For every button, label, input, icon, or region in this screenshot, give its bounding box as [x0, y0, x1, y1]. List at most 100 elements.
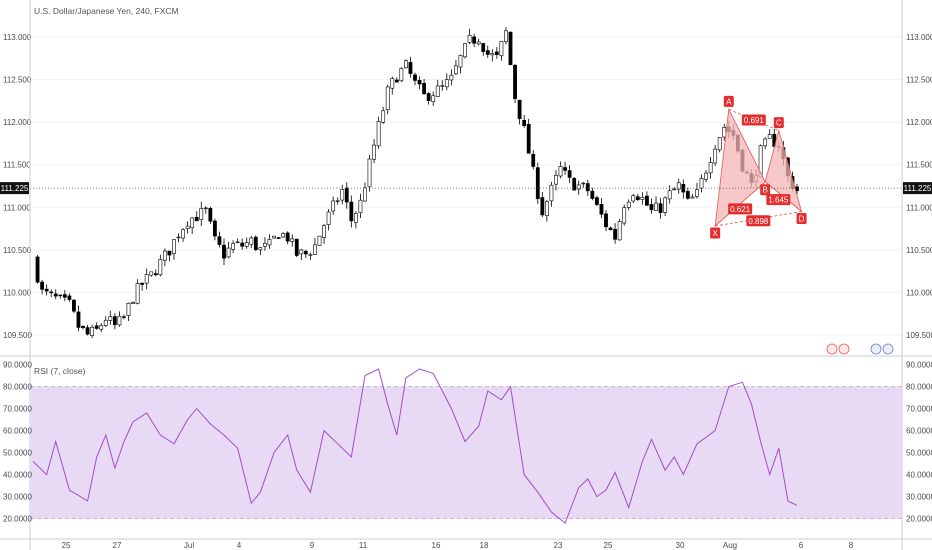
pattern-leg-line	[714, 181, 766, 227]
price-tick-label: 113.000	[906, 33, 932, 42]
candle-body	[549, 184, 554, 202]
candle-body	[613, 228, 617, 240]
price-axis-right: 113.000 112.500 112.000 111.500 111.000 110.5…	[901, 0, 932, 550]
rsi-band	[30, 386, 902, 519]
candle-body	[595, 197, 599, 205]
candle-body	[608, 227, 613, 231]
rsi-tick-label: 40.0000	[3, 471, 32, 480]
candle-body	[49, 291, 54, 294]
candle-body	[631, 195, 636, 202]
candle-body	[417, 79, 422, 85]
candle-body	[162, 250, 167, 261]
candle-body	[62, 294, 67, 298]
candle-body	[708, 162, 713, 174]
candle-body	[685, 191, 690, 199]
candle-body	[404, 60, 408, 69]
candle-body	[640, 197, 645, 200]
candle-body	[672, 188, 677, 191]
candle-body	[313, 244, 317, 255]
rsi-tick-label: 30.0000	[906, 493, 932, 502]
candle-body	[645, 195, 649, 206]
candle-body	[567, 170, 572, 178]
candle-body	[222, 244, 226, 259]
candle-body	[331, 200, 336, 212]
candle-body	[508, 31, 513, 66]
candle-body	[203, 207, 208, 210]
candle-body	[194, 217, 199, 222]
time-tick-label: 6	[799, 541, 804, 550]
candle-body	[272, 235, 276, 239]
candle-body	[253, 236, 258, 250]
price-tag-value: 111.225	[1, 184, 29, 193]
candle-body	[544, 201, 549, 216]
rsi-tick-label: 70.0000	[906, 405, 932, 414]
candle-body	[563, 167, 567, 171]
pattern-ratio-label: 0.621	[730, 205, 751, 214]
candle-body	[704, 172, 708, 180]
candle-body	[303, 250, 308, 255]
price-tag-bg	[903, 182, 932, 195]
candles	[35, 27, 799, 339]
time-axis[interactable]: 25 27 Jul 4 9 11 16 18 23 25 30 Aug 6 8	[0, 538, 932, 550]
candle-body	[385, 86, 390, 111]
pattern-point-badge	[760, 184, 771, 196]
candle-body	[217, 236, 222, 245]
candle-body	[522, 119, 527, 126]
time-tick-label: 11	[359, 541, 368, 550]
candle-body	[699, 178, 704, 189]
price-tick-label: 111.500	[3, 161, 31, 170]
candle-body	[258, 247, 263, 251]
event-flag-icon[interactable]	[838, 343, 850, 355]
price-tick-label: 112.000	[906, 118, 932, 127]
rsi-tick-label: 30.0000	[3, 493, 32, 502]
time-tick-label: 23	[554, 541, 563, 550]
rsi-tick-label: 20.0000	[906, 515, 932, 524]
candle-body	[581, 182, 586, 185]
candle-body	[167, 250, 172, 256]
candle-body	[635, 196, 640, 200]
pattern-ratio-badge	[728, 203, 753, 215]
candle-body	[449, 74, 454, 81]
event-flag-icon[interactable]	[882, 343, 894, 355]
price-tick-label: 113.000	[3, 33, 32, 42]
candle-body	[676, 182, 681, 190]
candle-body	[572, 178, 577, 191]
candle-body	[667, 190, 672, 200]
rsi-line	[32, 368, 798, 524]
candle-body	[103, 319, 108, 326]
event-icons[interactable]	[826, 343, 894, 355]
candle-body	[285, 232, 290, 242]
candle-body	[399, 68, 404, 82]
price-tick-label: 112.500	[906, 76, 932, 85]
candle-body	[326, 211, 331, 225]
event-flag-icon[interactable]	[870, 343, 882, 355]
candle-body	[153, 273, 158, 276]
current-price-tag-right: 111.225	[903, 182, 932, 195]
candle-body	[181, 229, 185, 239]
candle-body	[344, 187, 349, 203]
candle-body	[467, 34, 472, 43]
time-tick-label: 9	[310, 541, 315, 550]
time-tick-label: 4	[237, 541, 242, 550]
candle-body	[604, 213, 608, 228]
candle-body	[240, 242, 245, 247]
event-flag-icon[interactable]	[826, 343, 838, 355]
pattern-point-badge	[773, 117, 784, 129]
candle-body	[540, 197, 545, 216]
candle-body	[372, 144, 376, 160]
price-tick-label: 111.500	[906, 161, 932, 170]
candle-body	[626, 201, 631, 208]
candle-body	[122, 316, 126, 318]
candle-body	[504, 30, 508, 42]
candle-body	[40, 281, 44, 290]
candle-body	[535, 167, 540, 200]
harmonic-pattern[interactable]: X A B C D 0.691 0.621 0.898 1.645	[710, 95, 807, 239]
rsi-pane[interactable]: 90.0000 80.0000 70.0000 60.0000 50.0000 40.00…	[3, 361, 932, 524]
candle-body	[72, 299, 76, 312]
candle-body	[244, 242, 249, 247]
candle-body	[695, 189, 699, 197]
candle-body	[558, 166, 563, 177]
rsi-tick-label: 20.0000	[3, 515, 32, 524]
